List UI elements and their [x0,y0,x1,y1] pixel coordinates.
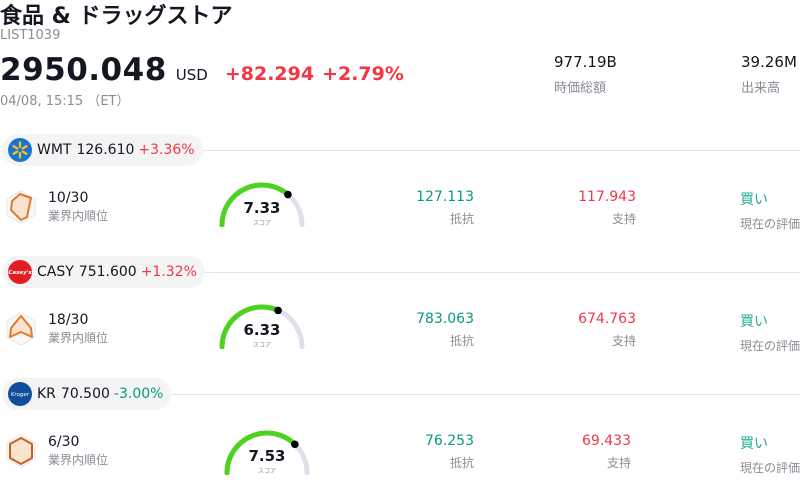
score-value: 7.53 [248,447,286,465]
score-gauge: 7.33 スコア [212,179,312,227]
stock-symbol: WMT [37,142,72,158]
rating-label: 現在の評価 [740,339,800,353]
rating-value: 買い [740,436,768,452]
stock-section-kr: Kroger KR 70.500 -3.00% 6/30 業界内順位 7.53 … [0,378,800,488]
current-rating: 買い 現在の評価 [740,189,800,232]
timestamp: 04/08, 15:15 （ET） [0,94,130,109]
radar-chart-icon [6,434,36,468]
kroger-logo-icon: Kroger [8,382,32,406]
stock-price: 751.600 [78,264,137,280]
page-title: 食品 & ドラッグストア [0,4,233,29]
support-value: 117.943 [578,189,636,205]
rating-label: 現在の評価 [740,461,800,475]
caseys-logo-icon: Casey's [8,260,32,284]
radar-chart-icon [6,190,36,224]
stock-price: 70.500 [60,386,110,402]
score-label: スコア [252,220,271,227]
rating-label: 現在の評価 [740,217,800,231]
divider [168,394,800,395]
rank-value: 6/30 [48,434,80,450]
current-rating: 買い 現在の評価 [740,311,800,354]
stock-section-casy: Casey's CASY 751.600 +1.32% 18/30 業界内順位 … [0,256,800,366]
rank-value: 18/30 [48,312,89,328]
resistance-value: 783.063 [416,311,474,327]
score-gauge: 7.53 スコア [217,427,317,475]
support: 69.433 支持 [560,433,631,471]
score-value: 6.33 [243,321,281,339]
stock-change-pct: +1.32% [140,264,197,280]
walmart-spark-icon [8,138,32,162]
rating-value: 買い [740,192,768,208]
rank-label: 業界内順位 [48,209,109,223]
market-cap-label: 時価総額 [554,81,607,96]
industry-rank: 6/30 業界内順位 [48,434,108,468]
radar-chart-icon [6,312,36,346]
stock-change-pct: +3.36% [138,142,195,158]
volume-label: 出来高 [741,81,781,96]
volume-stat: 39.26M 出来高 [741,53,797,96]
list-id: LIST1039 [0,28,61,43]
support-value: 69.433 [582,433,631,449]
support-label: 支持 [606,456,631,470]
divider [200,150,800,151]
volume-value: 39.26M [741,53,797,71]
svg-text:Kroger: Kroger [11,392,30,398]
index-price: 2950.048 [0,52,167,88]
score-value: 7.33 [243,199,281,217]
resistance-label: 抵抗 [449,456,474,470]
stock-price: 126.610 [76,142,135,158]
support-label: 支持 [611,212,636,226]
resistance-value: 127.113 [416,189,474,205]
rank-value: 10/30 [48,190,89,206]
score-label: スコア [252,342,271,349]
support-label: 支持 [611,334,636,348]
support: 117.943 支持 [560,189,636,227]
resistance-value: 76.253 [425,433,474,449]
svg-text:Casey's: Casey's [8,270,32,276]
stock-pill-casy[interactable]: Casey's CASY 751.600 +1.32% [2,256,205,288]
resistance: 783.063 抵抗 [400,311,474,349]
resistance-label: 抵抗 [449,212,474,226]
rating-value: 買い [740,314,768,330]
resistance: 76.253 抵抗 [400,433,474,471]
market-cap-stat: 977.19B 時価総額 [554,53,617,96]
industry-rank: 18/30 業界内順位 [48,312,108,346]
price-row: 2950.048 USD +82.294 +2.79% [0,52,404,88]
support: 674.763 支持 [560,311,636,349]
stock-change-pct: -3.00% [113,386,164,402]
market-cap-value: 977.19B [554,53,617,71]
current-rating: 買い 現在の評価 [740,433,800,476]
resistance: 127.113 抵抗 [400,189,474,227]
score-label: スコア [257,468,276,475]
stock-section-wmt: WMT 126.610 +3.36% 10/30 業界内順位 7.33 スコア … [0,134,800,244]
price-change-pct: +2.79% [322,63,404,85]
stock-pill-wmt[interactable]: WMT 126.610 +3.36% [2,134,203,166]
stock-pill-kr[interactable]: Kroger KR 70.500 -3.00% [2,378,172,410]
divider [200,272,800,273]
score-gauge: 6.33 スコア [212,301,312,349]
rank-label: 業界内順位 [48,331,109,345]
industry-rank: 10/30 業界内順位 [48,190,108,224]
stock-symbol: CASY [37,264,74,280]
rank-label: 業界内順位 [48,453,109,467]
support-value: 674.763 [578,311,636,327]
resistance-label: 抵抗 [449,334,474,348]
stock-symbol: KR [37,386,56,402]
currency: USD [175,66,208,84]
price-change: +82.294 [224,63,315,85]
